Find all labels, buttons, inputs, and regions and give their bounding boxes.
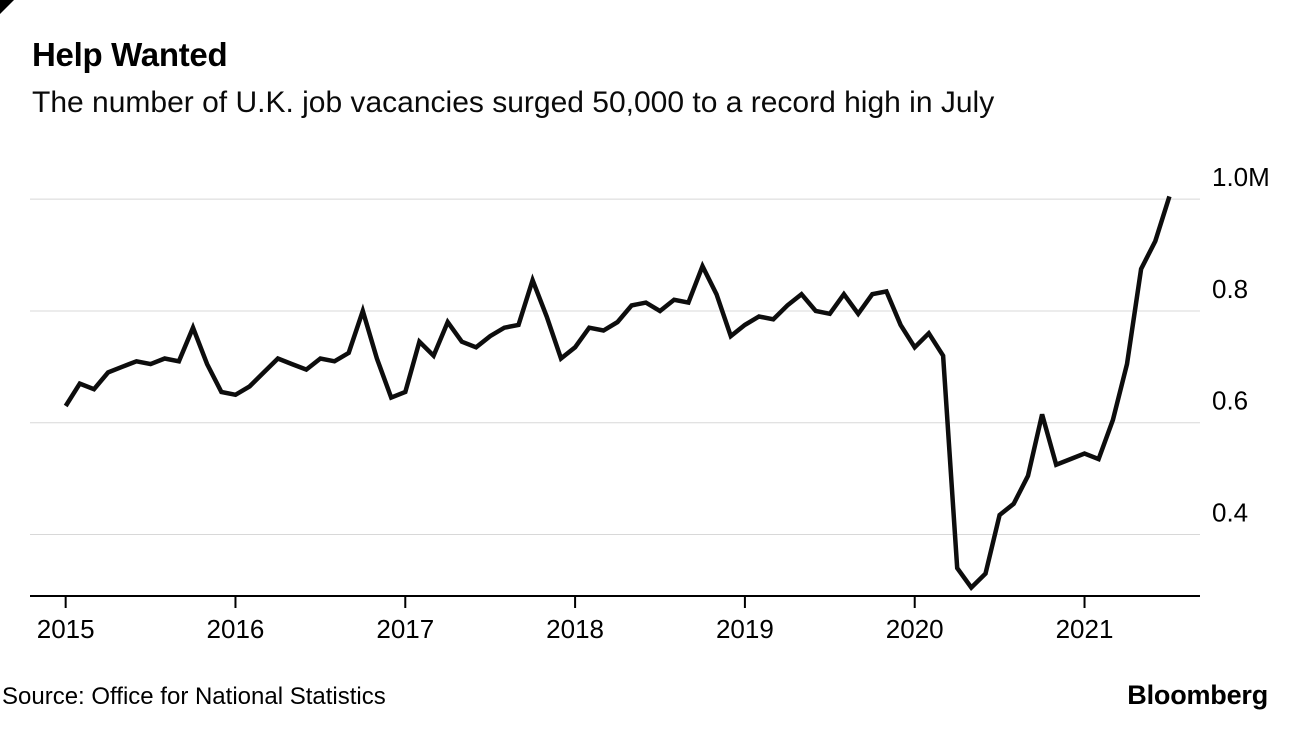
- chart-title: Help Wanted: [32, 36, 228, 73]
- x-axis-tick-label: 2021: [1056, 614, 1114, 644]
- x-axis-tick-label: 2019: [716, 614, 774, 644]
- x-axis-tick-label: 2017: [376, 614, 434, 644]
- y-axis-tick-label: 0.4: [1212, 498, 1248, 528]
- bloomberg-logo: Bloomberg: [1127, 680, 1268, 710]
- x-axis-tick-label: 2018: [546, 614, 604, 644]
- x-axis-tick-label: 2015: [37, 614, 95, 644]
- corner-mark: [0, 0, 14, 14]
- source-note: Source: Office for National Statistics: [2, 683, 386, 710]
- chart-header: Help Wanted The number of U.K. job vacan…: [32, 36, 1264, 120]
- y-axis-tick-label: 0.6: [1212, 386, 1248, 416]
- x-axis-tick-label: 2016: [207, 614, 265, 644]
- chart-footer: Source: Office for National Statistics B…: [2, 680, 1268, 711]
- y-axis-tick-label: 0.8: [1212, 274, 1248, 304]
- vacancies-series-line: [63, 195, 1172, 592]
- vacancies-line-chart: 1.0M 0.8 0.6 0.4 2015 2016 2017 2018 2019 2020 202…: [30, 162, 1270, 644]
- y-axis-tick-label: 1.0M: [1212, 162, 1270, 192]
- chart-subtitle: The number of U.K. job vacancies surged …: [32, 86, 995, 119]
- x-axis-tick-label: 2020: [886, 614, 944, 644]
